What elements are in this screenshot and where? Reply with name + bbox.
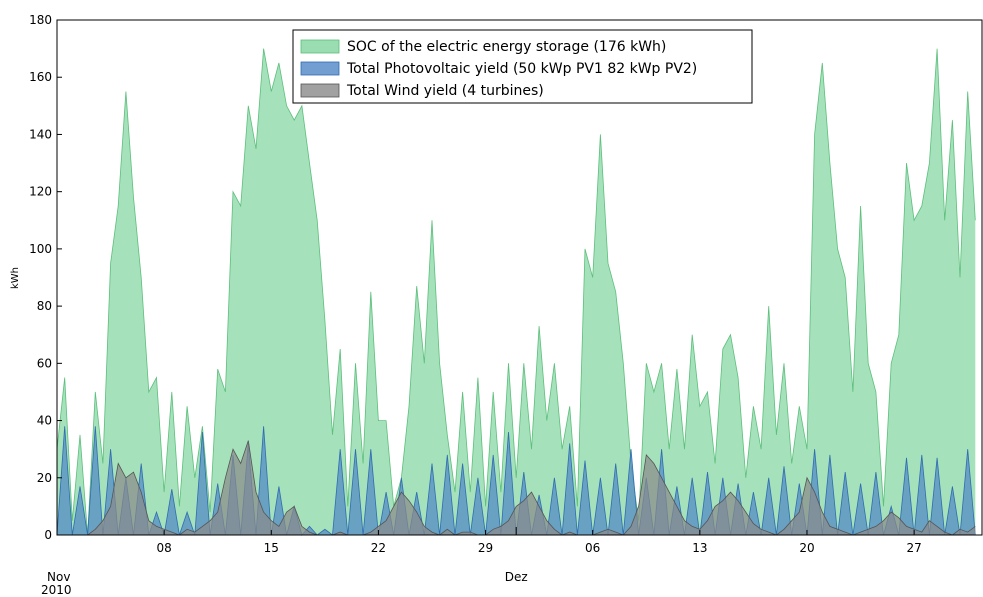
- x-tick-label: 06: [585, 541, 600, 555]
- x-tick-label: 13: [692, 541, 707, 555]
- legend-label: Total Wind yield (4 turbines): [346, 83, 544, 99]
- x-month-label: Dez: [505, 570, 528, 584]
- area-fill: [57, 48, 976, 535]
- x-month-label: Nov: [47, 570, 70, 584]
- y-tick-label: 20: [37, 471, 52, 485]
- area-fill: [57, 440, 976, 535]
- x-tick-label: 08: [156, 541, 171, 555]
- x-tick-label: 22: [371, 541, 386, 555]
- y-tick-label: 80: [37, 299, 52, 313]
- legend-swatch: [300, 61, 340, 76]
- x-tick-label: 15: [264, 541, 279, 555]
- y-tick-label: 160: [29, 70, 52, 84]
- y-tick-label: 0: [44, 528, 52, 542]
- plot-frame: [56, 19, 983, 536]
- y-tick-label: 100: [29, 242, 52, 256]
- legend-swatch: [300, 39, 340, 54]
- y-axis-label: kWh: [10, 267, 21, 289]
- y-tick-label: 60: [37, 356, 52, 370]
- area-line: [57, 440, 976, 536]
- legend-box: [292, 29, 753, 104]
- y-tick-label: 40: [37, 414, 52, 428]
- legend: SOC of the electric energy storage (176 …: [292, 29, 753, 104]
- legend-swatch: [300, 83, 340, 98]
- x-tick-label: 29: [478, 541, 493, 555]
- area-line: [56, 48, 976, 536]
- x-tick-label: 20: [799, 541, 814, 555]
- x-year-label: 2010: [41, 583, 72, 597]
- y-tick-label: 180: [29, 13, 52, 27]
- y-tick-label: 140: [29, 127, 52, 141]
- x-tick-label: 27: [906, 541, 921, 555]
- legend-label: Total Photovoltaic yield (50 kWp PV1 82 …: [346, 61, 697, 77]
- legend-label: SOC of the electric energy storage (176 …: [347, 39, 666, 55]
- y-tick-label: 120: [29, 185, 52, 199]
